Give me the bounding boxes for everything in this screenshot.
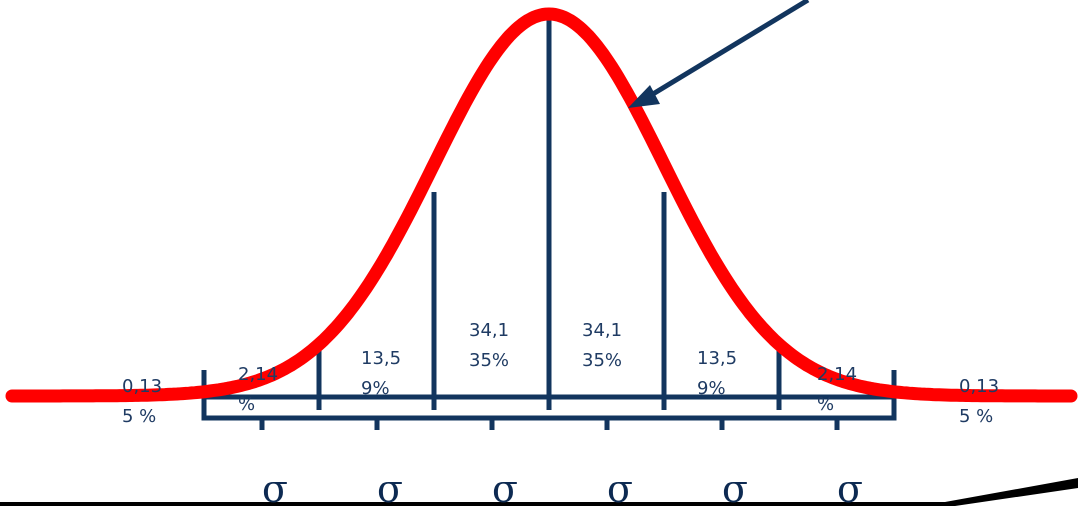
region-percentage-label: 0,13 5 % <box>959 376 999 427</box>
region-percentage-label: 34,1 35% <box>582 320 622 371</box>
region-percentage-line: % <box>817 394 834 415</box>
region-percentage-label: 2,14% <box>238 364 278 415</box>
region-percentage-label: 0,13 5 % <box>122 376 162 427</box>
region-percentage-line: 2,14 <box>817 364 857 385</box>
bell-curve <box>5 7 1078 403</box>
region-percentage-line: 35% <box>582 350 622 371</box>
region-percentage-label: 34,1 35% <box>469 320 509 371</box>
pointer-arrow <box>628 0 810 108</box>
sigma-symbol: σ <box>377 467 403 506</box>
region-percentage-line: 34,1 <box>582 320 622 341</box>
percentage-labels: 0,13 5 % 2,14 % 13,5 9% 34,1 35% 34,1 35% 13,5 9% 2,… <box>122 320 999 427</box>
region-percentage-line: 35% <box>469 350 509 371</box>
region-percentage-line: 9% <box>361 378 390 399</box>
region-percentage-line: 13,5 <box>697 348 737 369</box>
region-percentage-line: 5 % <box>122 406 156 427</box>
region-percentage-line: 0,13 <box>959 376 999 397</box>
sigma-symbol: σ <box>492 467 518 506</box>
axis-bracket <box>201 394 897 430</box>
bracket-line <box>201 402 897 421</box>
region-percentage-line: 9% <box>697 378 726 399</box>
region-percentage-line: 2,14 <box>238 364 278 385</box>
bottom-frame-line <box>0 478 1078 506</box>
region-percentage-label: 13,5 9% <box>697 348 737 399</box>
region-percentage-line: 13,5 <box>361 348 401 369</box>
region-percentage-line: 0,13 <box>122 376 162 397</box>
region-percentage-line: 34,1 <box>469 320 509 341</box>
sigma-symbol: σ <box>722 467 748 506</box>
sigma-divider-lines <box>201 18 897 410</box>
region-percentage-line: 5 % <box>959 406 993 427</box>
region-percentage-label: 13,5 9% <box>361 348 401 399</box>
sigma-symbol: σ <box>837 467 863 506</box>
sigma-symbol: σ <box>607 467 633 506</box>
sigma-symbol: σ <box>262 467 288 506</box>
region-percentage-label: 2,14% <box>817 364 857 415</box>
region-percentage-line: % <box>238 394 255 415</box>
